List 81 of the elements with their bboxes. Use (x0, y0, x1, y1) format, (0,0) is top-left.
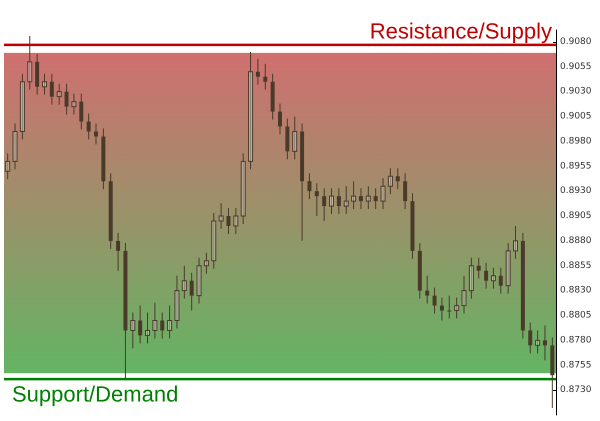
candlestick (366, 186, 371, 210)
candlestick (174, 275, 180, 329)
ref-line-label: Support/Demand (12, 382, 178, 407)
y-tick-label: 0.9080 (560, 36, 592, 47)
candlestick (240, 152, 246, 224)
candlestick (12, 123, 18, 170)
candlestick (116, 232, 120, 272)
candlestick (71, 93, 76, 116)
candlestick (447, 295, 452, 319)
candlestick (542, 324, 547, 361)
ref-line-label: Resistance/Supply (370, 18, 552, 44)
candlestick (506, 242, 511, 294)
y-tick-label: 0.8905 (560, 211, 592, 222)
candlestick (329, 188, 334, 215)
y-tick-label: 0.9005 (560, 112, 592, 122)
candlestick (498, 267, 503, 294)
candlestick (535, 330, 540, 354)
y-tick-label: 0.8755 (560, 360, 592, 370)
candlestick (50, 73, 54, 106)
y-tick-label: 0.8980 (560, 136, 592, 146)
candlestick (5, 152, 10, 180)
candlestick (468, 257, 474, 300)
candlestick (226, 208, 230, 234)
candlestick (462, 275, 466, 314)
candlestick (484, 262, 488, 290)
candlestick (79, 93, 84, 130)
candlestick (152, 302, 158, 339)
candlestick (160, 312, 164, 339)
candlestick (396, 168, 400, 190)
candlestick (454, 297, 460, 319)
candlestick (278, 103, 282, 135)
candlestick (292, 116, 298, 160)
candlestick (211, 212, 216, 270)
candlestick (307, 172, 312, 200)
candlestick (86, 113, 91, 140)
candlestick (314, 182, 319, 217)
candlestick (138, 305, 142, 344)
candlestick (263, 63, 268, 90)
y-tick-label: 0.8780 (560, 335, 592, 346)
candlestick (336, 188, 341, 215)
candlestick (167, 305, 172, 339)
y-tick-label: 0.8955 (560, 161, 592, 172)
candlestick (64, 83, 69, 116)
candlestick (27, 35, 32, 90)
y-tick-label: 0.8880 (560, 236, 592, 246)
y-tick-label: 0.9030 (560, 86, 592, 97)
candlestick (196, 257, 202, 304)
candlestick (490, 267, 496, 290)
candlestick (42, 73, 47, 96)
candlestick (432, 287, 437, 314)
candlestick (233, 208, 238, 234)
candlestick (204, 252, 209, 274)
candlestick (380, 178, 386, 210)
candlestick (218, 202, 224, 230)
candlestick (528, 322, 532, 354)
candlestick (476, 257, 481, 280)
candlestick (513, 225, 518, 260)
candlestick (344, 186, 349, 215)
candlestick (20, 73, 25, 140)
y-tick-label: 0.8830 (560, 286, 592, 296)
y-tick-label: 0.9055 (560, 62, 592, 72)
candlestick (403, 172, 408, 210)
candlestick (388, 168, 393, 195)
y-tick-label: 0.8855 (560, 260, 592, 271)
candlestick (182, 265, 187, 300)
y-tick-label: 0.8805 (560, 310, 592, 321)
candlestick (190, 272, 194, 312)
candlestick (440, 297, 444, 321)
candlestick (248, 51, 254, 170)
candlestick (425, 275, 430, 304)
candlestick (351, 180, 356, 210)
candlestick (374, 188, 378, 210)
candlestick (145, 312, 150, 344)
candlestick (322, 188, 326, 222)
y-tick-label: 0.8730 (560, 385, 592, 396)
candlestick (130, 312, 136, 349)
candlestick (358, 188, 363, 210)
candlestick (256, 58, 260, 86)
candlestick (94, 123, 98, 145)
y-tick-label: 0.8930 (560, 186, 592, 196)
candlestick (56, 83, 62, 106)
